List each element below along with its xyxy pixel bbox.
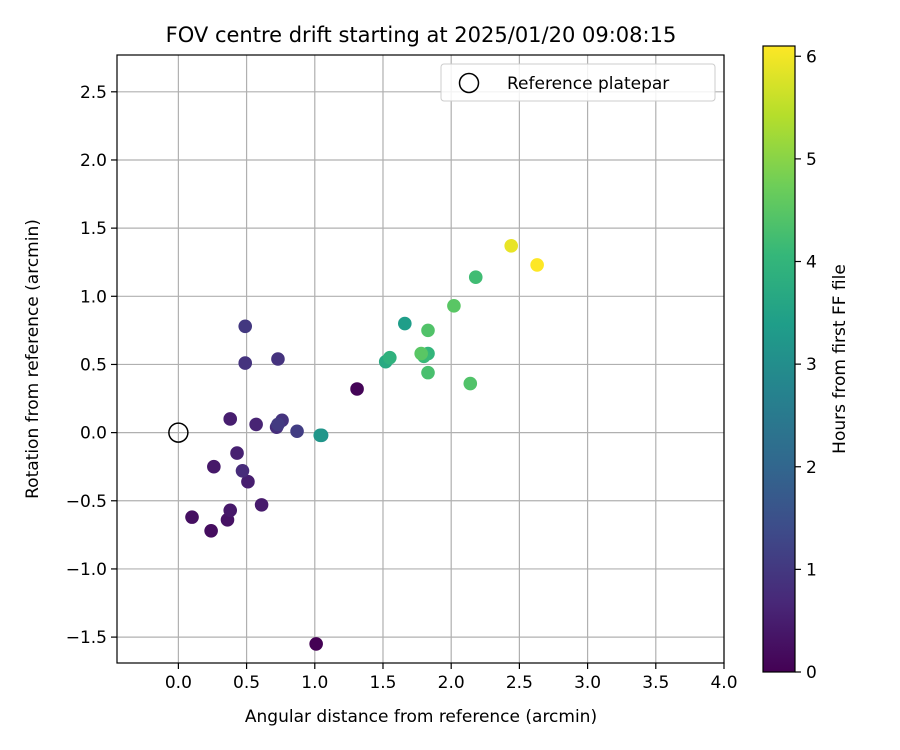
y-tick-label: −1.0 xyxy=(66,560,107,580)
data-point xyxy=(530,258,544,272)
x-tick-label: 0.0 xyxy=(165,673,192,693)
data-point xyxy=(350,382,364,396)
y-tick-label: 0.0 xyxy=(80,424,107,444)
data-point xyxy=(223,503,238,518)
y-tick-label: 2.0 xyxy=(80,151,107,171)
data-point xyxy=(447,299,461,313)
data-point xyxy=(383,350,397,365)
data-point xyxy=(207,459,221,474)
data-point xyxy=(238,319,253,334)
x-tick-label: 1.0 xyxy=(301,673,328,693)
colorbar-ticks: 0 1 2 3 4 5 6 xyxy=(795,47,817,683)
colorbar-label: Hours from first FF file xyxy=(830,264,850,454)
data-point xyxy=(271,417,285,432)
reference-marker xyxy=(168,422,189,443)
data-point xyxy=(398,316,412,331)
colorbar-tick-label: 6 xyxy=(806,47,817,67)
data-point xyxy=(290,424,304,439)
data-point xyxy=(223,412,238,426)
x-tick-label: 2.0 xyxy=(438,673,465,693)
y-axis-label: Rotation from reference (arcmin) xyxy=(23,219,43,499)
x-tick-label: 0.5 xyxy=(233,673,260,693)
y-tick-label: −0.5 xyxy=(66,492,107,512)
data-point xyxy=(235,463,250,478)
legend-marker-icon xyxy=(458,72,480,94)
data-point xyxy=(421,365,435,380)
y-tick-label: 1.0 xyxy=(80,287,107,307)
colorbar-tick-label: 4 xyxy=(806,253,817,273)
data-point xyxy=(204,523,218,538)
x-tick-label: 3.5 xyxy=(642,673,669,693)
data-point xyxy=(254,498,269,512)
colorbar-tick-label: 0 xyxy=(806,663,817,683)
x-axis-ticks: 0.0 0.5 1.0 1.5 2.0 2.5 3.0 3.5 4.0 xyxy=(165,663,738,693)
data-point xyxy=(230,446,244,460)
y-tick-label: −1.5 xyxy=(66,628,107,648)
colorbar-tick-label: 5 xyxy=(806,150,817,170)
data-point xyxy=(241,474,255,489)
data-points xyxy=(185,239,544,651)
plot-frame xyxy=(116,54,725,664)
data-point xyxy=(249,417,263,432)
y-tick-label: 2.5 xyxy=(80,83,107,103)
grid-lines xyxy=(117,55,725,663)
data-point xyxy=(185,510,199,524)
chart-title: FOV centre drift starting at 2025/01/20 … xyxy=(166,23,677,47)
data-point xyxy=(421,323,435,338)
y-tick-label: 1.5 xyxy=(80,219,107,239)
legend-box xyxy=(440,63,716,102)
x-tick-label: 4.0 xyxy=(710,673,737,693)
legend-label: Reference platepar xyxy=(507,74,669,94)
x-axis-label: Angular distance from reference (arcmin) xyxy=(245,707,597,727)
colorbar-tick-label: 2 xyxy=(806,458,817,478)
data-point xyxy=(504,239,519,253)
x-tick-label: 2.5 xyxy=(506,673,533,693)
data-point xyxy=(414,346,428,361)
legend: Reference platepar xyxy=(440,63,716,102)
x-tick-label: 3.0 xyxy=(574,673,601,693)
data-point xyxy=(309,637,323,651)
data-point xyxy=(238,356,253,370)
y-tick-label: 0.5 xyxy=(80,355,107,375)
colorbar-tick-label: 1 xyxy=(806,560,817,580)
colorbar xyxy=(762,45,796,673)
data-point xyxy=(463,376,478,391)
x-tick-label: 1.5 xyxy=(369,673,396,693)
y-axis-ticks: −1.5 −1.0 −0.5 0.0 0.5 1.0 1.5 2.0 2.5 xyxy=(66,83,117,648)
colorbar-tick-label: 3 xyxy=(806,355,817,375)
data-point xyxy=(313,428,328,443)
data-point xyxy=(468,270,483,285)
data-point xyxy=(271,352,285,366)
